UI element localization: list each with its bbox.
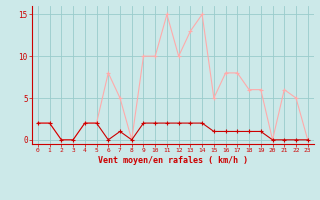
X-axis label: Vent moyen/en rafales ( km/h ): Vent moyen/en rafales ( km/h ) <box>98 156 248 165</box>
